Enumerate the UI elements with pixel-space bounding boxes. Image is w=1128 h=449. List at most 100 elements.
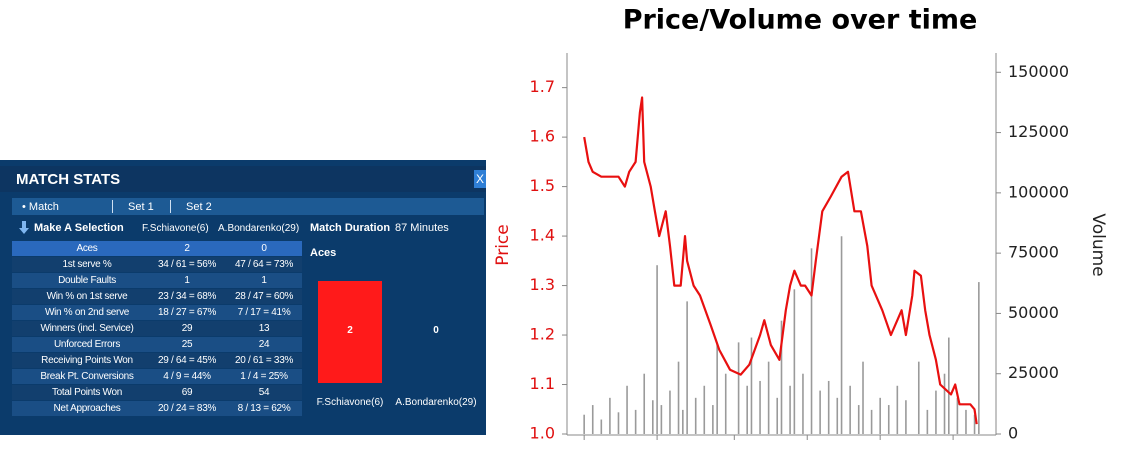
volume-bar — [712, 405, 714, 434]
stats-cell: 8 / 13 = 62% — [237, 403, 291, 414]
stats-cell: 47 / 64 = 73% — [234, 259, 294, 270]
panel-title: MATCH STATS — [16, 171, 121, 188]
volume-bar — [669, 390, 671, 434]
stats-row: Unforced Errors 25 24 — [12, 337, 302, 352]
volume-bar — [978, 282, 980, 434]
y2-tick-label: 150000 — [1008, 62, 1069, 81]
volume-bar — [677, 361, 680, 434]
y-tick-label: 1.6 — [530, 127, 555, 146]
volume-bar — [682, 409, 684, 434]
player-header: F.Schiavone(6) — [142, 223, 209, 234]
stats-cell: 54 — [258, 387, 270, 398]
stats-cell: 1 — [184, 275, 190, 286]
stats-row: Winners (incl. Service) 29 13 — [12, 321, 302, 336]
tab-separator — [170, 200, 171, 213]
y-tick-label: 1.0 — [530, 424, 555, 443]
volume-bar — [905, 400, 907, 434]
stats-cell: Win % on 1st serve — [46, 291, 128, 302]
selection-dropdown[interactable]: Make A Selection — [34, 222, 124, 234]
close-button[interactable]: X — [474, 170, 486, 188]
volume-bar — [767, 361, 770, 434]
volume-bar — [849, 385, 851, 434]
duration-value: 87 Minutes — [395, 222, 449, 234]
stats-row: Total Points Won 69 54 — [12, 385, 302, 400]
volume-bar — [793, 289, 796, 434]
stats-cell: 34 / 61 = 56% — [157, 259, 217, 270]
player-header: A.Bondarenko(29) — [218, 223, 300, 234]
stats-cell: 1 / 4 = 25% — [240, 371, 288, 382]
stats-cell: Net Approaches — [53, 403, 121, 414]
duration-label: Match Duration — [310, 222, 391, 234]
volume-bar — [780, 320, 783, 434]
volume-bar — [660, 405, 663, 434]
stats-cell: 2 — [184, 243, 190, 254]
volume-bar — [789, 385, 791, 434]
y2-tick-label: 100000 — [1008, 182, 1069, 201]
stats-cell: Total Points Won — [51, 387, 123, 398]
stats-cell: Double Faults — [58, 275, 116, 286]
chart: Price/Volume over time Price Volume 1.0 1… — [493, 5, 1108, 443]
y2-tick-label: 75000 — [1008, 243, 1059, 262]
stats-cell: 28 / 47 = 60% — [234, 291, 294, 302]
tab-separator — [112, 200, 113, 213]
volume-bar — [656, 265, 658, 434]
tab[interactable]: Set 1 — [128, 201, 154, 213]
tab[interactable]: • Match — [22, 201, 59, 213]
volume-bar — [746, 385, 748, 434]
tab[interactable]: Set 2 — [186, 201, 212, 213]
volume-bar — [776, 397, 779, 434]
volume-bar — [917, 361, 920, 434]
stats-cell: 1 — [261, 275, 267, 286]
stats-cell: Break Pt. Conversions — [40, 371, 134, 382]
volume-bar — [609, 397, 611, 434]
stats-cell: 29 / 64 = 45% — [157, 355, 217, 366]
volume-bar — [634, 409, 637, 434]
volume-bar — [857, 405, 860, 434]
volume-bar — [724, 373, 727, 434]
y2-tick-label: 0 — [1008, 424, 1018, 443]
stats-cell: Unforced Errors — [53, 339, 121, 350]
category-label: F.Schiavone(6) — [316, 397, 384, 408]
volume-bar — [643, 373, 646, 434]
volume-bar — [583, 414, 585, 434]
volume-bar — [737, 342, 740, 434]
volume-bar — [617, 412, 620, 434]
stats-cell: Win % on 2nd serve — [44, 307, 130, 318]
stats-cell: 4 / 9 = 44% — [163, 371, 211, 382]
y2-tick-label: 25000 — [1008, 363, 1059, 382]
stats-cell: Winners (incl. Service) — [40, 323, 134, 334]
volume-bar — [759, 380, 761, 434]
aces-title: Aces — [310, 247, 337, 259]
chart-title: Price/Volume over time — [623, 5, 978, 36]
volume-bar — [694, 397, 697, 434]
y-tick-label: 1.7 — [530, 77, 555, 96]
y-axis-label: Price — [493, 224, 513, 265]
volume-bar — [887, 405, 890, 434]
stats-cell: 0 — [261, 243, 267, 254]
y2-tick-label: 50000 — [1008, 303, 1059, 322]
stats-row: Break Pt. Conversions 4 / 9 = 44% 1 / 4 = … — [12, 369, 302, 384]
stats-cell: 7 / 17 = 41% — [237, 307, 291, 318]
volume-bar — [819, 390, 821, 434]
stats-row: Net Approaches 20 / 24 = 83% 8 / 13 = 62% — [12, 401, 302, 416]
stats-row: Receiving Points Won 29 / 64 = 45% 20 / 61… — [12, 353, 302, 368]
volume-bar — [862, 361, 864, 434]
volume-bar — [943, 373, 946, 434]
y-tick-label: 1.1 — [530, 374, 555, 393]
volume-bar — [973, 414, 976, 434]
y-tick-label: 1.5 — [530, 176, 555, 195]
y-tick-label: 1.4 — [530, 226, 555, 245]
volume-bar — [870, 409, 873, 434]
volume-bar — [810, 248, 813, 434]
y-tick-label: 1.2 — [530, 325, 555, 344]
match-stats-panel: MATCH STATS X • Match Set 1 Set 2 Make A… — [0, 160, 486, 435]
stats-cell: 20 / 61 = 33% — [234, 355, 294, 366]
volume-bar — [716, 342, 718, 434]
stats-cell: 24 — [258, 339, 270, 350]
stats-cell: 29 — [181, 323, 193, 334]
stats-row: Win % on 2nd serve 18 / 27 = 67% 7 / 17 = … — [12, 305, 302, 320]
stats-row: Double Faults 1 1 — [12, 273, 302, 288]
volume-bar — [926, 409, 929, 434]
volume-bar — [879, 397, 881, 434]
